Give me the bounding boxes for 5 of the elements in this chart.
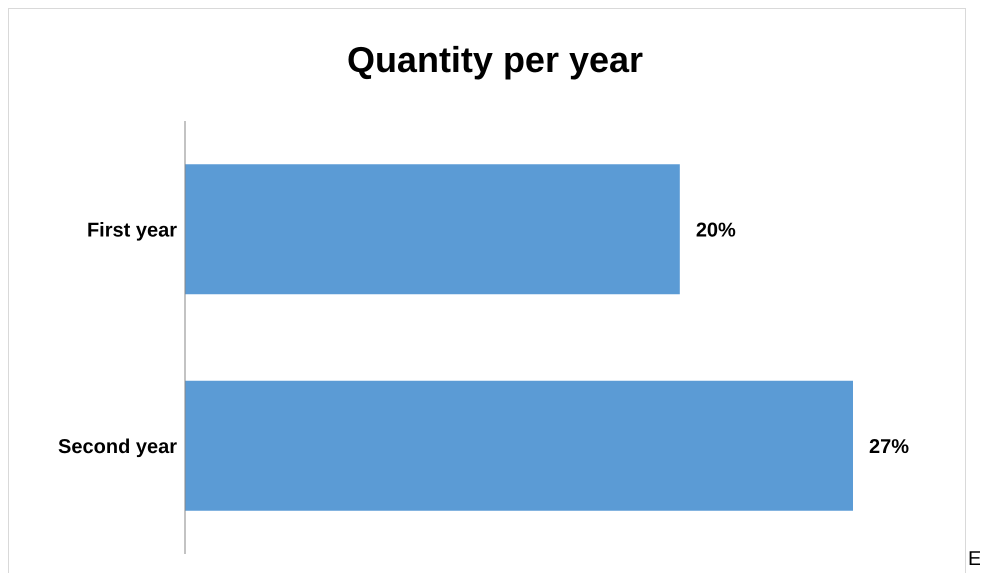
- data-label: 20%: [696, 219, 736, 242]
- chart-title: Quantity per year: [346, 39, 644, 81]
- data-label: 27%: [869, 436, 910, 458]
- y-tick-label: Second year: [58, 436, 178, 458]
- y-tick-label: First year: [86, 219, 178, 242]
